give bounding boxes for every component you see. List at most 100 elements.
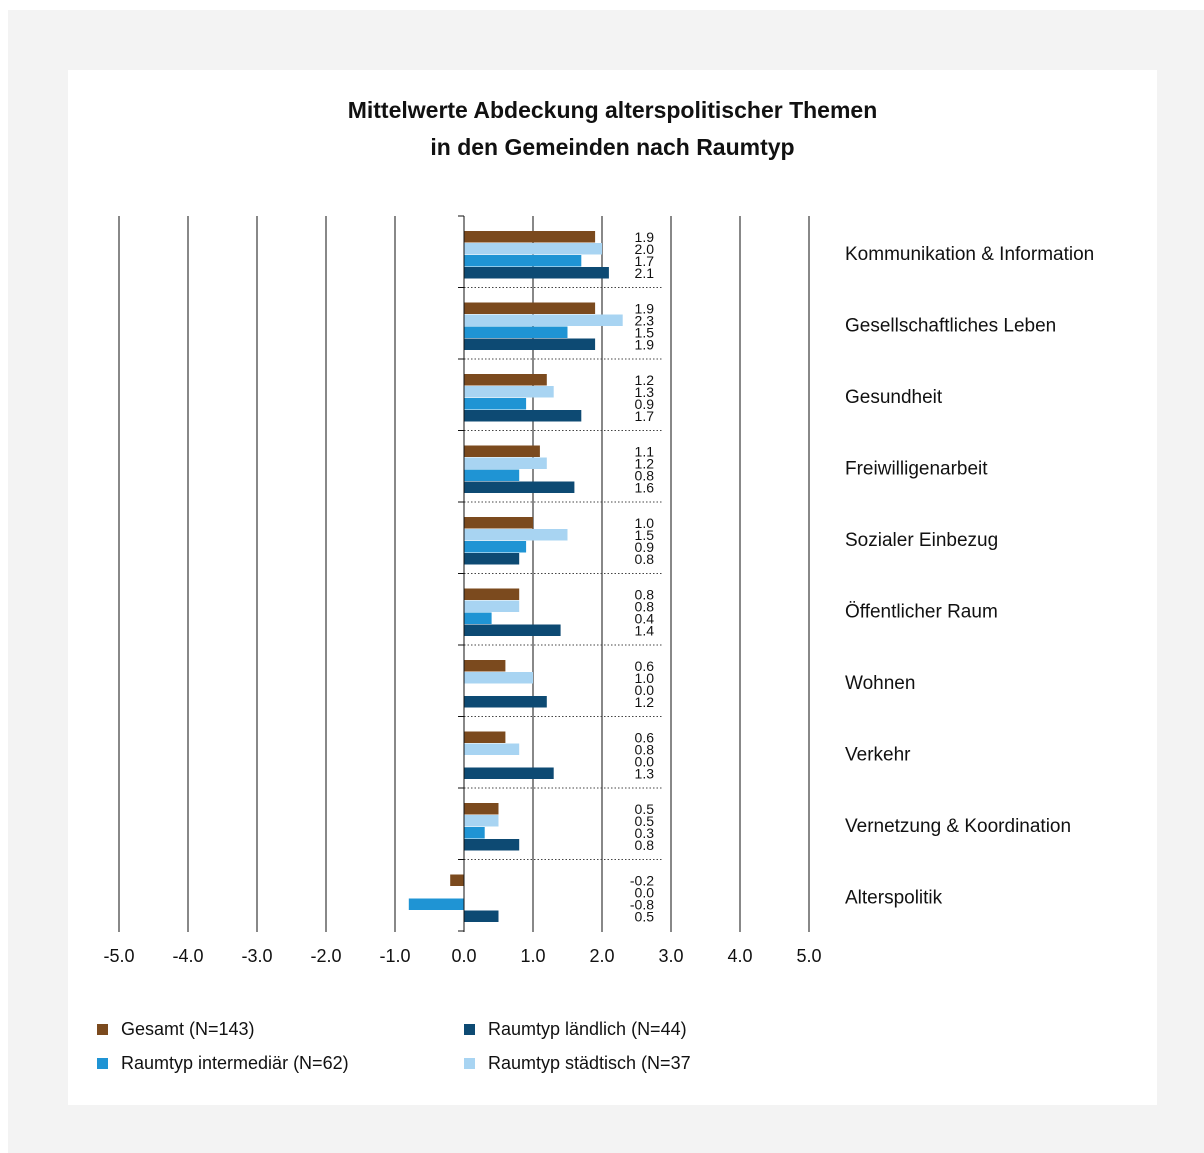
bar [464,457,547,469]
bar [464,696,547,708]
bar [464,326,568,338]
chart-card [68,70,1157,1105]
bar [464,541,527,553]
category-label: Wohnen [845,673,915,694]
value-label: 1.7 [635,408,655,424]
category-label: Sozialer Einbezug [845,530,998,551]
value-label: 2.1 [635,265,655,281]
bar [464,386,554,398]
bar [464,231,596,243]
value-label: 0.6 [635,658,655,674]
bar [464,588,520,600]
category-label: Gesundheit [845,387,943,408]
value-label: 0.5 [635,801,655,817]
value-label: 0.5 [635,908,655,924]
bar [464,398,527,410]
bar [464,827,485,839]
bar [464,302,596,314]
bar [408,898,464,910]
bar [464,374,547,386]
value-label: 1.3 [635,765,655,781]
bar [464,815,499,827]
category-label: Alterspolitik [845,887,943,908]
category-label: Öffentlicher Raum [845,601,998,622]
value-label: 0.9 [635,539,655,555]
category-label: Freiwilligenarbeit [845,458,988,479]
value-label: 1.5 [635,324,655,340]
x-tick-label: -3.0 [241,946,272,966]
x-tick-label: -4.0 [172,946,203,966]
value-label: 0.8 [635,598,655,614]
value-label: 0.0 [635,884,655,900]
value-label: 1.0 [635,515,655,531]
bar [464,338,596,350]
bar [464,910,499,922]
value-label: 2.3 [635,312,655,328]
x-tick-label: 1.0 [520,946,545,966]
value-label: 0.0 [635,682,655,698]
value-label: 1.6 [635,479,655,495]
bar [464,743,520,755]
legend-item: Raumtyp städtisch (N=37 [464,1053,691,1074]
value-label: 1.9 [635,229,655,245]
legend-label: Gesamt (N=143) [121,1019,255,1039]
bar [464,767,554,779]
value-label: 1.9 [635,336,655,352]
category-label: Verkehr [845,744,911,765]
category-label: Gesellschaftliches Leben [845,315,1056,336]
x-tick-label: 3.0 [658,946,683,966]
value-label: 0.8 [635,467,655,483]
value-label: 0.4 [635,610,655,626]
legend-item: Raumtyp ländlich (N=44) [464,1019,687,1040]
legend-label: Raumtyp städtisch (N=37 [488,1053,691,1073]
value-label: 1.5 [635,527,655,543]
bar [464,803,499,815]
value-label: 1.2 [635,372,655,388]
bar [464,612,492,624]
bar [464,469,520,481]
value-label: 0.8 [635,551,655,567]
x-tick-label: 4.0 [727,946,752,966]
chart-title-line-1: Mittelwerte Abdeckung alterspolitischer … [347,97,878,123]
bar [464,839,520,851]
value-label: 0.0 [635,753,655,769]
bar [464,481,575,493]
legend-swatch [97,1024,108,1035]
legend-swatch [464,1058,475,1069]
legend-item: Gesamt (N=143) [97,1019,255,1040]
x-tick-label: 5.0 [796,946,821,966]
bar [464,731,506,743]
bar [464,410,582,422]
bar [464,529,568,541]
bar [464,660,506,672]
value-label: 1.9 [635,300,655,316]
x-tick-label: -5.0 [103,946,134,966]
x-tick-label: -2.0 [310,946,341,966]
value-label: 1.4 [635,622,655,638]
value-label: 0.8 [635,741,655,757]
chart-title: Mittelwerte Abdeckung alterspolitischer … [68,92,1157,166]
value-label: -0.2 [630,872,654,888]
x-tick-label: 0.0 [451,946,476,966]
value-label: 1.2 [635,455,655,471]
bar [464,255,582,267]
bar [464,600,520,612]
legend-swatch [97,1058,108,1069]
value-label: 0.5 [635,813,655,829]
bar [464,624,561,636]
bar [464,243,602,255]
bar [464,314,623,326]
value-label: 1.7 [635,253,655,269]
x-tick-label: 2.0 [589,946,614,966]
bar [464,517,533,529]
legend-label: Raumtyp ländlich (N=44) [488,1019,687,1039]
value-label: 1.3 [635,384,655,400]
value-label: 1.1 [635,443,655,459]
bar [464,267,609,279]
value-label: 0.6 [635,729,655,745]
category-label: Vernetzung & Koordination [845,816,1071,837]
bar [464,445,540,457]
legend-swatch [464,1024,475,1035]
value-label: 0.8 [635,837,655,853]
